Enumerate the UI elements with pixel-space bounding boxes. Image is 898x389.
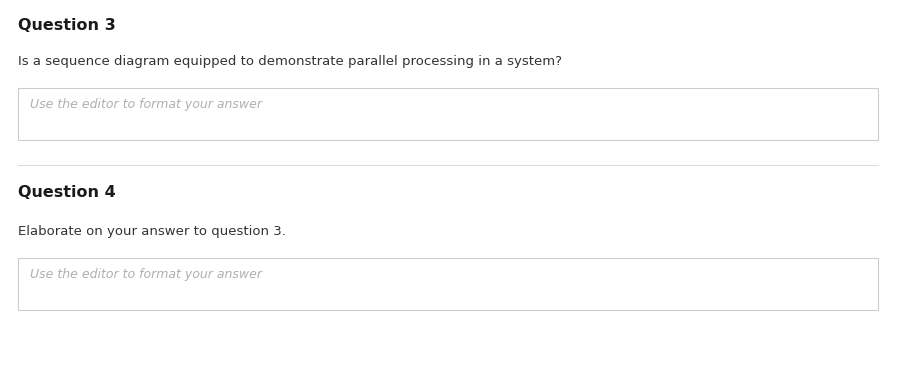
Text: Question 3: Question 3 bbox=[18, 18, 116, 33]
FancyBboxPatch shape bbox=[18, 258, 878, 310]
Text: Use the editor to format your answer: Use the editor to format your answer bbox=[30, 98, 262, 111]
Text: Use the editor to format your answer: Use the editor to format your answer bbox=[30, 268, 262, 281]
Text: Elaborate on your answer to question 3.: Elaborate on your answer to question 3. bbox=[18, 225, 286, 238]
Text: Is a sequence diagram equipped to demonstrate parallel processing in a system?: Is a sequence diagram equipped to demons… bbox=[18, 55, 562, 68]
FancyBboxPatch shape bbox=[18, 88, 878, 140]
Text: Question 4: Question 4 bbox=[18, 185, 116, 200]
